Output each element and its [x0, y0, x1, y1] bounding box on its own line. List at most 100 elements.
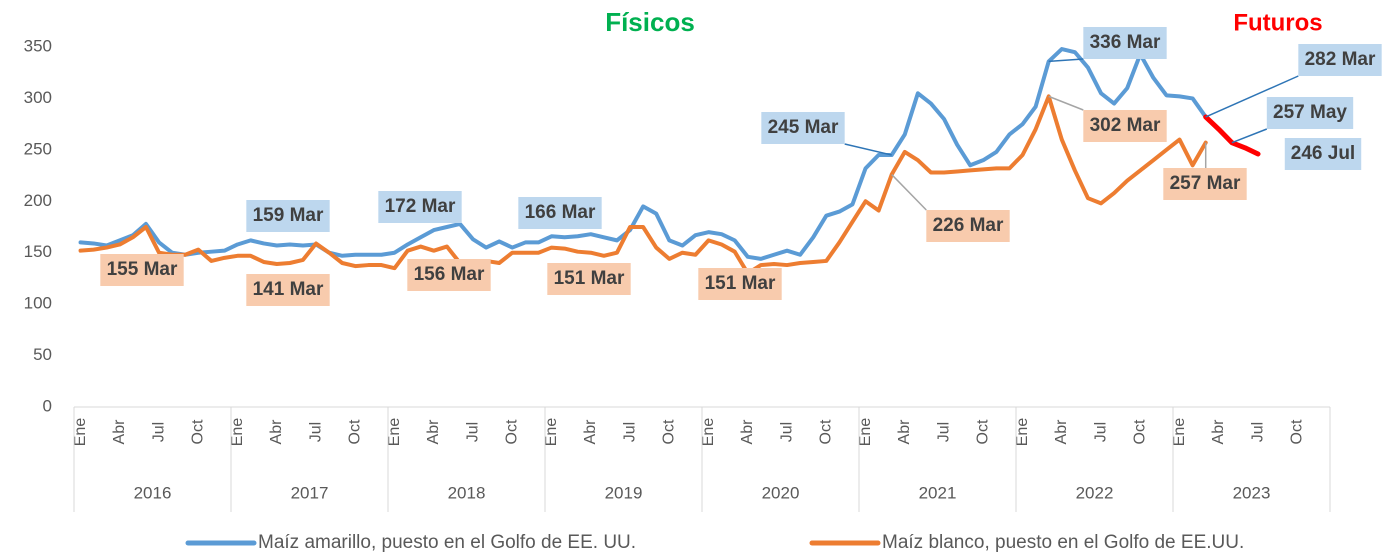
group-label: 2023 — [1233, 483, 1271, 502]
annotation-label: 336 Mar — [1090, 32, 1161, 53]
annotation-box — [1266, 97, 1354, 129]
annotation-leader — [1048, 95, 1084, 111]
annotation-label: 245 Mar — [768, 117, 839, 138]
x-tick-label: Jul — [1249, 422, 1266, 442]
x-tick-label: Oct — [1132, 419, 1149, 444]
annotation-label: 155 Mar — [107, 259, 178, 280]
annotation-leader — [1231, 128, 1268, 144]
annotation: 166 Mar — [518, 197, 602, 229]
annotation-leader — [891, 174, 927, 211]
annotation-label: 302 Mar — [1090, 115, 1161, 136]
x-tick-label: Ene — [72, 418, 89, 447]
annotation: 156 Mar — [407, 259, 491, 291]
annotation-label: 151 Mar — [554, 268, 625, 289]
x-tick-label: Abr — [1053, 419, 1070, 445]
annotation-box — [100, 254, 184, 286]
futures-title: Futuros — [1233, 9, 1322, 36]
y-tick-label: 100 — [24, 294, 52, 313]
y-tick-label: 0 — [43, 396, 52, 415]
annotation: 336 Mar — [1083, 27, 1167, 59]
annotation-leader — [1048, 58, 1084, 63]
x-tick-label: Oct — [818, 419, 835, 444]
annotation-box — [547, 263, 631, 295]
annotation-box — [246, 274, 330, 306]
annotation: 245 Mar — [761, 112, 845, 144]
annotation-box — [1284, 138, 1362, 170]
annotation-label: 156 Mar — [414, 264, 485, 285]
legend-label: Maíz amarillo, puesto en el Golfo de EE.… — [258, 532, 636, 553]
annotation-box — [926, 210, 1010, 242]
x-tick-label: Oct — [975, 419, 992, 444]
annotation: 172 Mar — [378, 191, 462, 223]
annotation: 155 Mar — [100, 254, 184, 286]
annotation-box — [518, 197, 602, 229]
annotation: 257 Mar — [1163, 168, 1247, 200]
annotation-leader — [844, 143, 892, 156]
x-tick-label: Jul — [621, 422, 638, 442]
series-line — [78, 94, 1208, 276]
x-tick-label: Ene — [700, 418, 717, 447]
annotation: 151 Mar — [547, 263, 631, 295]
annotation-box — [761, 112, 845, 144]
x-tick-label: Ene — [857, 418, 874, 447]
annotation: 151 Mar — [698, 268, 782, 300]
x-tick-label: Abr — [739, 419, 756, 445]
annotation-label: 257 Mar — [1170, 173, 1241, 194]
x-tick-label: Abr — [268, 419, 285, 445]
x-tick-label: Ene — [543, 418, 560, 447]
x-tick-label: Jul — [778, 422, 795, 442]
y-tick-label: 50 — [33, 345, 52, 364]
group-label: 2019 — [605, 483, 643, 502]
x-tick-label: Jul — [935, 422, 952, 442]
annotation-box — [407, 259, 491, 291]
annotation-label: 166 Mar — [525, 202, 596, 223]
annotation-label: 141 Mar — [253, 279, 324, 300]
annotation: 246 Jul — [1284, 138, 1362, 170]
annotation-label: 246 Jul — [1291, 143, 1355, 164]
x-tick-label: Jul — [150, 422, 167, 442]
y-tick-label: 150 — [24, 242, 52, 261]
annotation-box — [246, 200, 330, 232]
x-tick-label: Ene — [1014, 418, 1031, 447]
annotation-box — [698, 268, 782, 300]
x-tick-label: Abr — [425, 419, 442, 445]
annotation-label: 172 Mar — [385, 196, 456, 217]
annotation-box — [1083, 27, 1167, 59]
y-tick-label: 350 — [24, 36, 52, 55]
y-tick-label: 250 — [24, 139, 52, 158]
chart-title: Físicos — [605, 7, 695, 37]
annotation-leader — [1205, 75, 1299, 118]
y-tick-label: 200 — [24, 191, 52, 210]
x-tick-label: Oct — [504, 419, 521, 444]
legend-label: Maíz blanco, puesto en el Golfo de EE.UU… — [882, 532, 1244, 553]
group-label: 2022 — [1076, 483, 1114, 502]
annotation: 141 Mar — [246, 274, 330, 306]
annotation-label: 257 May — [1273, 102, 1347, 123]
x-tick-label: Oct — [347, 419, 364, 444]
x-tick-label: Jul — [307, 422, 324, 442]
annotation: 159 Mar — [246, 200, 330, 232]
annotation-label: 282 Mar — [1305, 49, 1376, 70]
annotation-label: 159 Mar — [253, 205, 324, 226]
y-tick-label: 300 — [24, 88, 52, 107]
annotation-label: 151 Mar — [705, 273, 776, 294]
annotation-label: 226 Mar — [933, 215, 1004, 236]
annotation: 302 Mar — [1083, 110, 1167, 142]
x-tick-label: Abr — [582, 419, 599, 445]
group-label: 2021 — [919, 483, 957, 502]
series-line — [78, 47, 1208, 261]
x-tick-label: Oct — [661, 419, 678, 444]
x-tick-label: Jul — [1092, 422, 1109, 442]
x-tick-label: Oct — [190, 419, 207, 444]
group-label: 2018 — [448, 483, 486, 502]
x-tick-label: Ene — [1171, 418, 1188, 447]
x-tick-label: Abr — [1210, 419, 1227, 445]
x-tick-label: Ene — [229, 418, 246, 447]
x-tick-label: Ene — [386, 418, 403, 447]
annotation: 282 Mar — [1298, 44, 1382, 76]
x-tick-label: Abr — [111, 419, 128, 445]
annotation: 226 Mar — [926, 210, 1010, 242]
x-tick-label: Abr — [896, 419, 913, 445]
group-label: 2016 — [134, 483, 172, 502]
